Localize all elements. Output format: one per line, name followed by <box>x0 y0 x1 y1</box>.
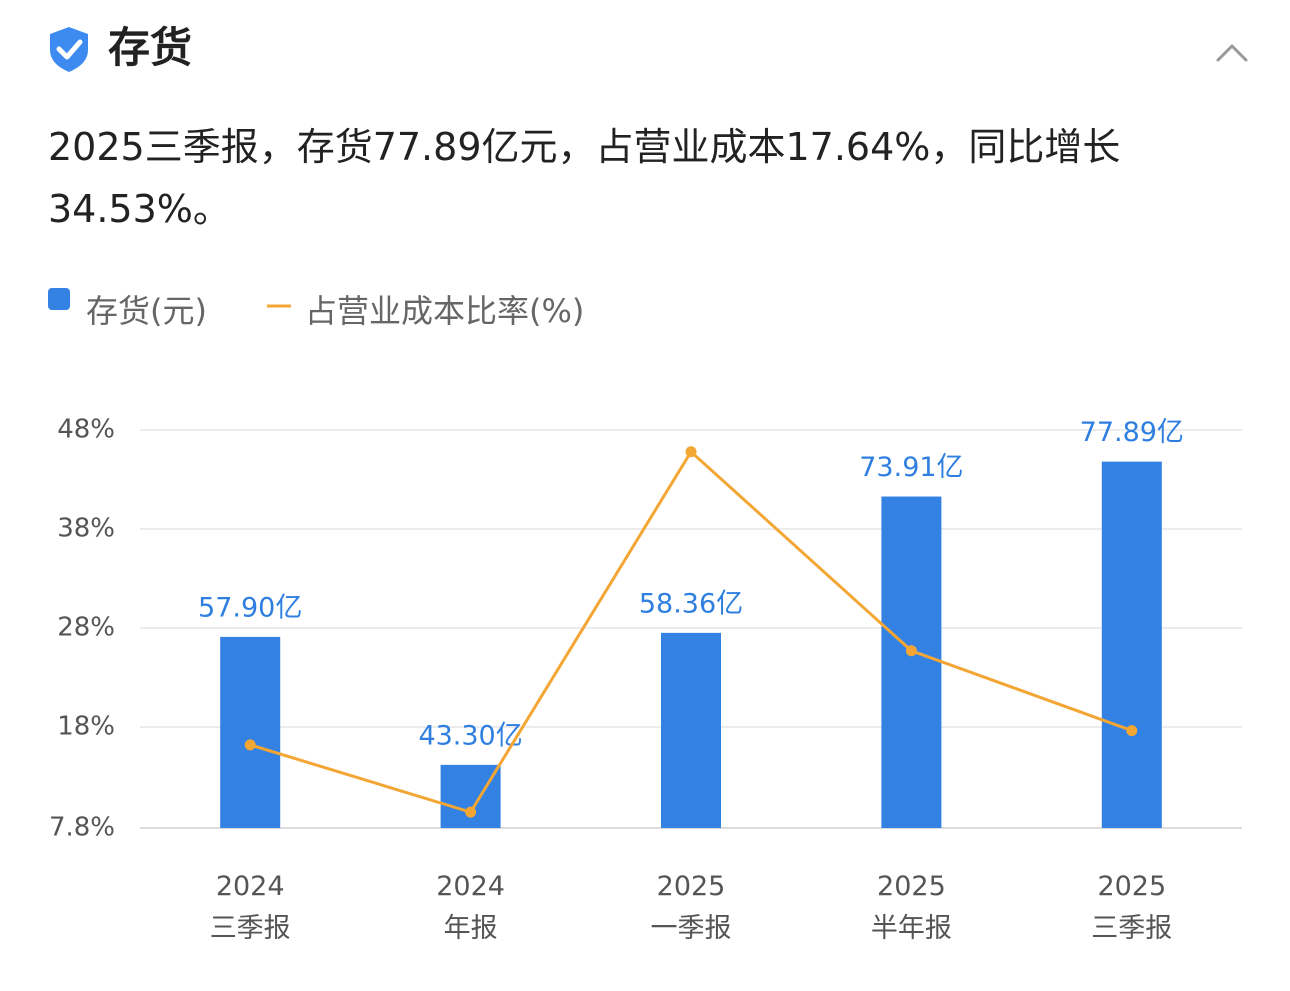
line-point <box>1126 725 1138 737</box>
card-title: 存货 <box>108 23 193 72</box>
line-point <box>685 446 697 458</box>
shield-icon <box>50 27 88 72</box>
value-label: 58.36亿 <box>639 588 743 619</box>
x-tick-label: 2024 三季报 <box>209 871 291 944</box>
bar <box>220 636 281 828</box>
value-label: 57.90亿 <box>198 592 302 623</box>
x-tick-label: 2025 一季报 <box>650 871 732 944</box>
y-tick-label: 18% <box>57 712 115 742</box>
bar <box>661 632 721 828</box>
bar <box>881 496 942 828</box>
check-icon <box>56 39 83 60</box>
line-point <box>905 645 917 657</box>
x-tick-label: 2024 年报 <box>436 871 505 944</box>
x-tick-label: 2025 三季报 <box>1091 871 1173 944</box>
x-tick-label: 2025 半年报 <box>870 871 952 944</box>
summary-text: 2025三季报，存货77.89亿元，占营业成本17.64%，同比增长34.53%… <box>48 125 1121 231</box>
y-tick-label: 48% <box>57 415 115 445</box>
value-label: 73.91亿 <box>859 452 963 483</box>
bar <box>440 764 501 828</box>
line-point <box>244 739 256 751</box>
y-tick-label: 7.8% <box>49 813 115 843</box>
y-tick-label: 28% <box>57 613 115 643</box>
legend-swatch <box>48 288 70 310</box>
y-tick-label: 38% <box>57 514 115 544</box>
collapse-chevron[interactable] <box>1216 44 1248 62</box>
value-label: 77.89亿 <box>1080 417 1184 448</box>
plot: 存货(元) 占营业成本比率(%) 48% 38% 28% 18% 7.8% 57.90亿 43.… <box>48 288 1242 843</box>
legend-label: 存货(元) <box>86 292 207 330</box>
bar <box>1101 461 1162 828</box>
value-label: 43.30亿 <box>418 720 522 751</box>
line-point <box>465 806 477 818</box>
legend-label: 占营业成本比率(%) <box>305 292 584 330</box>
